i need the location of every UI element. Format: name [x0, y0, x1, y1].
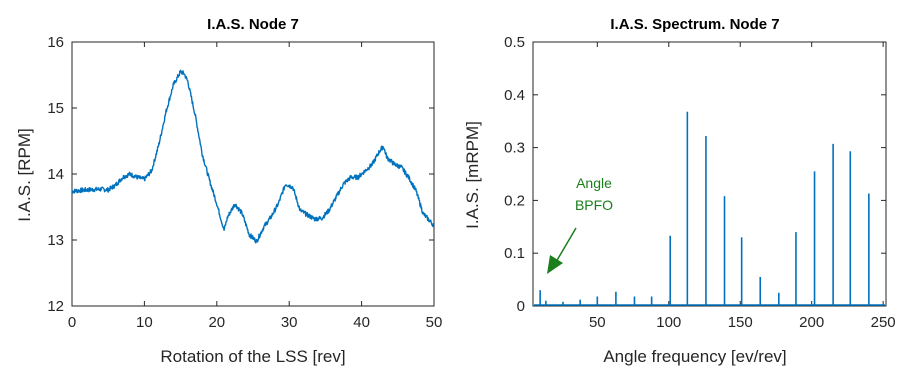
- left-chart: I.A.S. Node 7 0 10 20 30 40 50 12 13 14 15 16 Rota…: [15, 16, 442, 366]
- left-x-tick-label: 40: [353, 314, 370, 331]
- right-x-tick-label: 250: [871, 314, 896, 331]
- left-y-axis-label: I.A.S. [RPM]: [15, 128, 34, 222]
- left-y-tick-label: 15: [47, 100, 64, 117]
- right-x-tick-label: 200: [799, 314, 824, 331]
- left-x-tick-label: 20: [208, 314, 225, 331]
- right-y-axis-label: I.A.S. [mRPM]: [463, 121, 482, 229]
- right-y-tick-label: 0.2: [504, 192, 525, 209]
- right-y-tick-label: 0.3: [504, 140, 525, 157]
- left-x-tick-label: 0: [68, 314, 76, 331]
- annotation-label-line1: Angle: [576, 175, 612, 191]
- right-y-tick-label: 0: [517, 298, 525, 315]
- left-x-axis-label: Rotation of the LSS [rev]: [160, 347, 345, 366]
- left-y-tick-label: 13: [47, 232, 64, 249]
- right-axes-frame: [532, 41, 887, 307]
- annotation-label-line2: BPFO: [575, 197, 613, 213]
- right-y-tick-label: 0.4: [504, 87, 525, 104]
- left-x-tick-label: 10: [136, 314, 153, 331]
- left-series-line: [71, 69, 435, 244]
- left-x-tick-label: 50: [426, 314, 443, 331]
- left-y-tick-label: 12: [47, 298, 64, 315]
- right-x-tick-label: 100: [656, 314, 681, 331]
- right-y-tick-label: 0.1: [504, 245, 525, 262]
- annotation-arrow: [547, 227, 577, 274]
- left-x-tick-label: 30: [281, 314, 298, 331]
- left-y-tick-label: 16: [47, 34, 64, 51]
- left-y-tick-label: 14: [47, 166, 64, 183]
- right-plot-area: 50 100 150 200 250 0 0.1 0.2 0.3 0.4 0.5: [504, 34, 896, 331]
- right-y-tick-label: 0.5: [504, 34, 525, 51]
- left-chart-title: I.A.S. Node 7: [207, 16, 299, 33]
- left-plot-area: 0 10 20 30 40 50 12 13 14 15 16: [47, 34, 442, 331]
- right-x-axis-label: Angle frequency [ev/rev]: [603, 347, 786, 366]
- left-axes-frame: [71, 41, 435, 307]
- right-chart-title: I.A.S. Spectrum. Node 7: [610, 16, 779, 33]
- right-x-tick-label: 50: [589, 314, 606, 331]
- right-chart: I.A.S. Spectrum. Node 7 50 100 150 200 250 0 0…: [463, 16, 896, 366]
- right-x-tick-label: 150: [728, 314, 753, 331]
